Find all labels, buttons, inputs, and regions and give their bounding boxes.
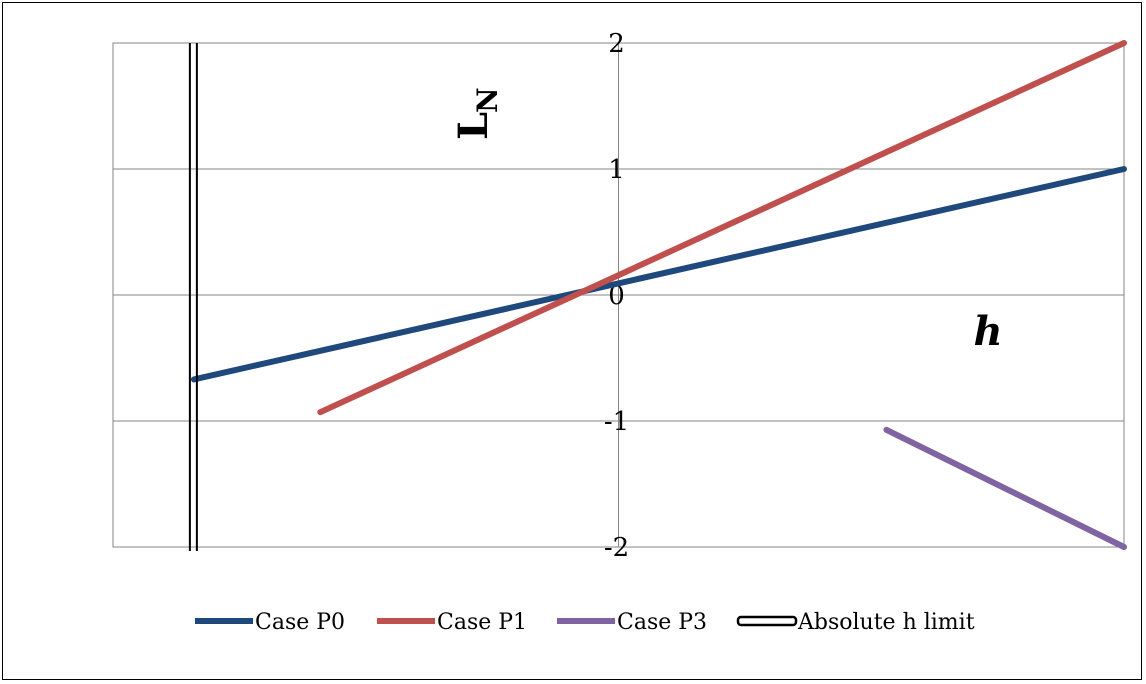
legend-label: Absolute h limit [797,610,975,635]
legend-item: Case P0 [195,610,345,635]
legend-swatch [736,615,798,627]
legend-label: Case P3 [617,610,707,635]
legend-item: Case P1 [377,610,527,635]
absolute-h-limit-line [188,43,198,551]
x-axis-label: h [973,308,1002,355]
y-tick-label: 1 [608,155,625,185]
y-tick-label: -1 [604,407,629,437]
series-line-case-p1 [317,40,1127,416]
y-axis-label: L N [450,87,504,140]
y-tick-label: -2 [604,533,629,563]
legend-label: Case P1 [437,610,527,635]
legend: Case P0 Case P1 Case P3 Absolute h limit [195,610,975,635]
y-axis-label-subscript: N [471,87,504,113]
series-line-case-p0 [190,166,1127,383]
series-line-case-p3 [883,426,1127,550]
legend-item: Case P3 [557,610,707,635]
y-tick-labels: 2 1 0 -1 -2 [604,29,629,563]
series-lines [190,40,1127,550]
y-axis-label-main: L [450,112,497,140]
legend-item: Absolute h limit [736,610,975,635]
y-tick-label: 0 [608,281,625,311]
legend-label: Case P0 [255,610,345,635]
y-tick-label: 2 [608,29,625,59]
grid [112,42,1125,548]
